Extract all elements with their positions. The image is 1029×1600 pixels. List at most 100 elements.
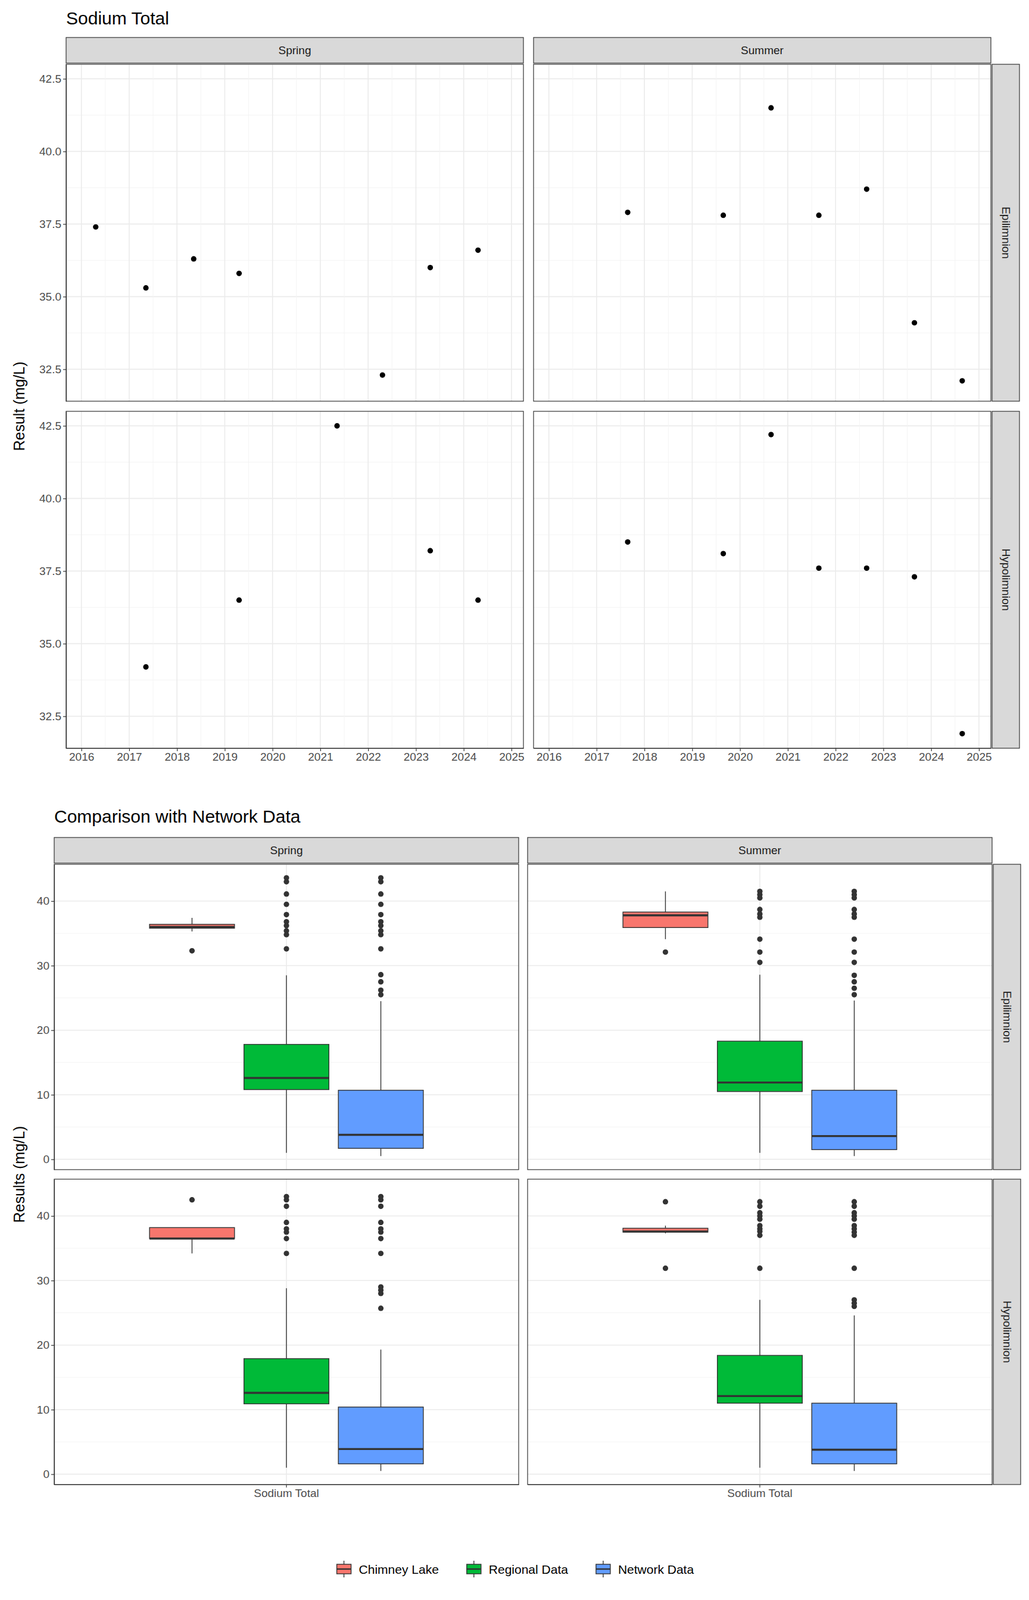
outlier [283,923,289,929]
tick: 2016 [536,748,562,764]
grid-line [463,64,465,402]
tick-mark [63,151,67,152]
minor-grid [391,64,393,402]
minor-grid [200,411,202,749]
legend-key-median [337,1569,352,1571]
tick: 30 [36,1274,55,1288]
tick-mark [51,1280,55,1282]
outlier [662,1266,669,1272]
grid-line [533,369,991,371]
grid-line [66,425,524,427]
outlier [378,879,384,885]
panel: 010203040 [36,864,519,1171]
figure: Sodium TotalResult (mg/L)SpringSummerEpi… [0,0,1029,1600]
grid-line [272,411,274,749]
outlier [283,1197,289,1203]
minor-grid [295,411,297,749]
tick: 2021 [307,748,333,764]
whisker [285,1090,287,1154]
tick: 0 [42,1153,55,1166]
point [768,431,774,438]
minor-grid [439,64,441,402]
plot-area [149,875,424,1157]
minor-grid [104,64,106,402]
tick-label: 2018 [632,750,658,764]
tick-label: 35.0 [39,637,62,651]
box [149,924,235,929]
whisker [853,1001,855,1091]
minor-grid [533,680,991,681]
grid-line [533,425,991,427]
whisker [191,1239,193,1255]
strip-label: Spring [270,844,304,857]
minor-grid [859,411,860,749]
grid-line [128,411,130,749]
legend-key-box [337,1564,352,1575]
grid-line [319,411,321,749]
median [149,926,235,929]
panel [527,864,993,1171]
point [624,209,631,215]
point [720,212,726,218]
median [717,1081,803,1084]
x-axis: Sodium Total [54,1485,520,1501]
panel-background [533,64,991,402]
tick-label: 42.5 [39,419,62,433]
whisker [665,927,666,940]
whisker [380,1148,382,1157]
tick-mark [51,1475,55,1476]
strip [527,837,993,864]
tick: 20 [36,1339,55,1352]
outlier [662,949,669,956]
strip [992,411,1020,749]
chart-title: Sodium Total [66,8,170,28]
outlier [378,891,384,897]
minor-grid [66,187,524,189]
legend-item: Chimney Lake [335,1560,439,1579]
grid-line [285,864,288,1171]
tick: 2024 [918,748,945,764]
grid-line [596,64,598,402]
outlier [378,923,384,929]
outlier [851,992,857,998]
grid-line [739,64,741,402]
grid-line [643,411,645,749]
panel-border [533,64,991,402]
outlier [378,912,384,918]
grid-line [510,64,513,402]
grid-line [883,411,885,749]
y-axis: 32.535.037.540.042.5 [39,64,67,402]
minor-grid [248,64,249,402]
grid-line [367,64,369,402]
grid-line [787,411,789,749]
point [142,664,149,670]
outlier [851,1217,857,1223]
grid-line [834,64,837,402]
minor-grid [811,411,813,749]
tick-label: 2025 [499,750,525,764]
tick-label: 0 [42,1468,50,1481]
box [244,1359,330,1405]
outlier [189,948,195,954]
minor-grid [295,64,297,402]
minor-grid [153,411,154,749]
strip [54,837,519,864]
strip [993,1179,1021,1486]
grid-line [548,64,550,402]
tick: 10 [36,1404,55,1417]
plot-area [92,224,481,379]
point [864,186,870,192]
grid-line [548,411,550,749]
tick: 32.5 [39,710,67,723]
grid-line [176,64,178,402]
tick-mark [63,498,67,500]
grid-line [272,64,274,402]
tick-mark [63,223,67,225]
grid-line [66,369,524,371]
grid-line [691,64,694,402]
tick-label: 2024 [918,750,945,764]
tick-label: 2021 [307,750,333,764]
whisker [191,928,193,932]
axis-line [54,865,55,1171]
tick-label: 30 [36,1274,50,1288]
